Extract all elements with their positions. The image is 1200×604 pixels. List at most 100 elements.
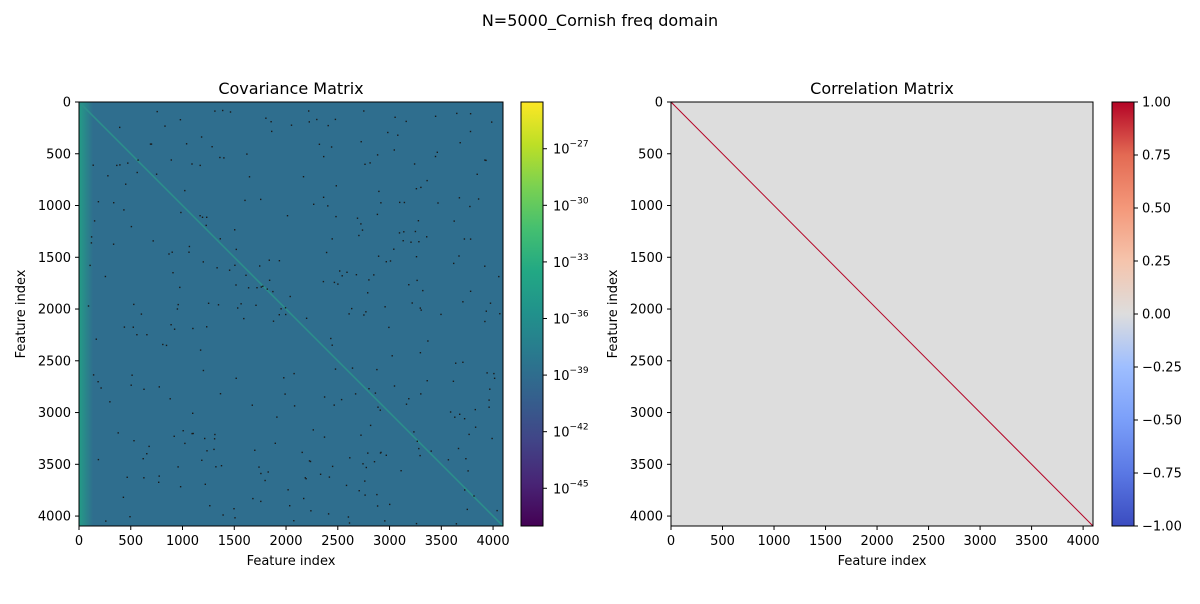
covariance-speck <box>265 117 267 119</box>
covariance-speck <box>280 308 282 310</box>
covariance-speck <box>420 186 422 189</box>
covariance-speck <box>488 399 490 401</box>
covariance-speck <box>192 327 194 330</box>
covariance-speck <box>337 283 339 285</box>
covariance-colorbar <box>520 101 544 527</box>
covariance-speck <box>468 433 470 436</box>
covariance-speck <box>347 516 350 518</box>
covariance-speck <box>486 372 488 374</box>
colorbar-tick-label: 10−42 <box>553 423 589 441</box>
covariance-speck <box>393 385 396 387</box>
covariance-speck <box>459 142 461 144</box>
covariance-speck <box>493 377 496 379</box>
covariance-axes-frame <box>78 101 504 527</box>
covariance-speck <box>112 243 115 245</box>
x-tick-label: 1000 <box>166 534 199 549</box>
colorbar-tick-label: −0.25 <box>1142 361 1182 376</box>
x-tick-label: 2000 <box>269 534 302 549</box>
covariance-speck <box>228 269 231 271</box>
covariance-speck <box>360 141 362 143</box>
covariance-speck <box>417 220 420 222</box>
covariance-speck <box>489 388 491 390</box>
covariance-speck <box>367 452 369 454</box>
covariance-speck <box>368 388 370 390</box>
covariance-speck <box>293 372 295 375</box>
covariance-speck <box>97 458 100 461</box>
covariance-speck <box>130 225 133 228</box>
y-tick-label: 3000 <box>38 406 71 421</box>
covariance-speck <box>403 231 405 233</box>
x-tick-label: 3500 <box>1015 534 1048 549</box>
colorbar-tick-label: −0.75 <box>1142 467 1182 482</box>
covariance-speck <box>204 483 206 485</box>
covariance-speck <box>384 520 386 522</box>
covariance-speck <box>434 155 437 158</box>
covariance-speck <box>415 188 418 190</box>
covariance-speck <box>301 451 303 454</box>
covariance-speck <box>216 267 218 269</box>
covariance-speck <box>165 344 168 347</box>
covariance-speck <box>122 496 125 498</box>
covariance-speck <box>330 337 332 340</box>
covariance-speck <box>469 238 472 240</box>
correlation-y-axis-label: Feature index <box>606 269 621 358</box>
covariance-speck <box>360 223 362 225</box>
x-tick-label: 500 <box>118 534 143 549</box>
x-tick-label: 1500 <box>809 534 842 549</box>
covariance-speck <box>335 215 337 218</box>
covariance-speck <box>260 198 262 201</box>
covariance-speck <box>200 136 203 138</box>
covariance-speck <box>498 275 500 278</box>
covariance-speck <box>272 320 275 322</box>
covariance-speck <box>185 143 188 145</box>
covariance-speck <box>420 309 422 311</box>
covariance-speck <box>327 513 330 515</box>
covariance-speck <box>308 110 310 112</box>
colorbar-tick-label: 10−30 <box>553 196 589 214</box>
y-tick-label: 1000 <box>38 199 71 214</box>
covariance-speck <box>206 216 208 218</box>
covariance-speck <box>331 344 333 346</box>
covariance-speck <box>199 164 201 167</box>
covariance-speck <box>340 398 343 401</box>
covariance-speck <box>207 302 210 304</box>
covariance-speck <box>119 164 121 166</box>
covariance-speck <box>136 334 138 336</box>
covariance-speck <box>289 505 291 507</box>
covariance-speck <box>363 314 365 316</box>
covariance-speck <box>426 236 428 238</box>
covariance-speck <box>219 238 221 240</box>
covariance-speck <box>484 159 486 161</box>
covariance-speck <box>419 307 421 309</box>
colorbar-tick-label: 0.50 <box>1142 202 1171 217</box>
covariance-speck <box>180 211 182 214</box>
covariance-speck <box>398 232 401 234</box>
covariance-speck <box>440 313 442 316</box>
covariance-speck <box>199 349 202 351</box>
covariance-speck <box>453 262 455 265</box>
covariance-speck <box>454 416 456 418</box>
covariance-left-edge-band <box>79 102 93 526</box>
covariance-speck <box>158 481 160 483</box>
covariance-speck <box>248 176 251 178</box>
y-tick-label: 2000 <box>630 303 663 318</box>
covariance-speck <box>415 256 418 258</box>
covariance-speck <box>476 173 478 175</box>
covariance-speck <box>346 271 348 273</box>
covariance-speck <box>348 522 351 524</box>
covariance-speck <box>464 489 466 491</box>
colorbar-tick-label: 10−36 <box>553 310 589 328</box>
covariance-speck <box>330 146 333 148</box>
covariance-speck <box>447 459 450 461</box>
covariance-speck <box>256 287 258 289</box>
covariance-speck <box>119 126 121 129</box>
x-tick-label: 3500 <box>425 534 458 549</box>
covariance-speck <box>158 475 160 477</box>
y-tick-label: 4000 <box>38 510 71 525</box>
covariance-speck <box>142 458 144 460</box>
covariance-speck <box>146 453 148 455</box>
covariance-speck <box>235 377 237 379</box>
covariance-speck <box>123 326 126 328</box>
covariance-speck <box>173 328 176 330</box>
covariance-speck <box>286 215 289 217</box>
